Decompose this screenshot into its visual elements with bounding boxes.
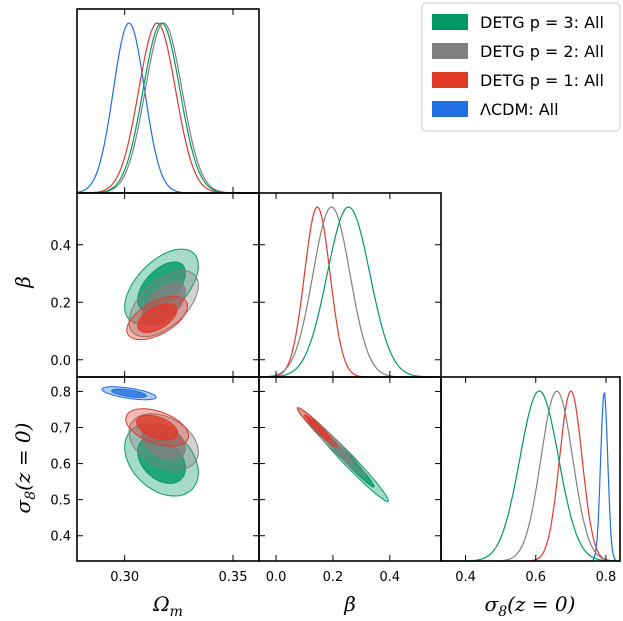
panels-layer bbox=[76, 22, 620, 562]
legend-label-p1: DETG p = 1: All bbox=[480, 71, 604, 90]
legend-label-p3: DETG p = 3: All bbox=[480, 13, 604, 32]
marginal-curve-sigma8-p1 bbox=[441, 390, 620, 562]
y-tick-label: 0.7 bbox=[50, 422, 71, 437]
x-tick-label: 0.6 bbox=[525, 570, 546, 585]
omega-m-x-label: Ωm bbox=[152, 592, 183, 620]
legend: DETG p = 3: All DETG p = 2: All DETG p = 1… bbox=[421, 2, 621, 132]
beta-y-label: β bbox=[11, 276, 35, 289]
y-tick-label: 0.8 bbox=[50, 385, 71, 400]
marginal-curve-omega_m-p1 bbox=[77, 22, 259, 194]
sigma8-x-label: σ8(z = 0) bbox=[485, 592, 576, 620]
sigma8-y-label: σ8(z = 0) bbox=[11, 423, 39, 514]
x-tick-label: 0.4 bbox=[379, 570, 400, 585]
y-tick-label: 0.4 bbox=[50, 530, 71, 545]
legend-swatch-p2 bbox=[432, 43, 468, 59]
legend-label-lcdm: ΛCDM: All bbox=[480, 100, 559, 119]
y-tick-label: 0.4 bbox=[50, 239, 71, 254]
legend-swatch-lcdm bbox=[432, 101, 468, 117]
contour-inner-om-s8-lcdm bbox=[111, 388, 147, 398]
legend-label-p2: DETG p = 2: All bbox=[480, 42, 604, 61]
beta-x-label: β bbox=[343, 592, 356, 616]
frames-layer: 0.30 0.35 0.0 0.2 0.4 0.4 0.6 0.8 0.0 0.2 0.4 0.4 0.… bbox=[50, 8, 621, 585]
marginal-curve-beta-p1 bbox=[259, 206, 441, 378]
panel-frame-2-2 bbox=[440, 376, 621, 562]
y-tick-label: 0.2 bbox=[50, 296, 71, 311]
marginal-curve-beta-p2 bbox=[259, 206, 441, 378]
legend-swatch-p1 bbox=[432, 72, 468, 88]
y-tick-label: 0.6 bbox=[50, 458, 71, 473]
contour-inner-beta-s8-p1 bbox=[304, 414, 331, 441]
x-tick-label: 0.30 bbox=[110, 570, 139, 585]
y-tick-label: 0.5 bbox=[50, 494, 71, 509]
panel-frame-0-0 bbox=[76, 8, 260, 194]
contour-inner-om-s8-p1 bbox=[136, 414, 179, 441]
marginal-curve-beta-p3 bbox=[259, 206, 441, 378]
y-tick-label: 0.0 bbox=[50, 354, 71, 369]
x-tick-label: 0.8 bbox=[596, 570, 617, 585]
x-tick-label: 0.4 bbox=[455, 570, 476, 585]
panel-frame-1-1 bbox=[258, 192, 442, 378]
x-tick-label: 0.0 bbox=[266, 570, 287, 585]
x-tick-label: 0.2 bbox=[323, 570, 344, 585]
legend-box bbox=[421, 2, 621, 132]
x-tick-label: 0.35 bbox=[219, 570, 248, 585]
contour-inner-om-beta-p1 bbox=[137, 303, 178, 333]
legend-swatch-p3 bbox=[432, 14, 468, 30]
